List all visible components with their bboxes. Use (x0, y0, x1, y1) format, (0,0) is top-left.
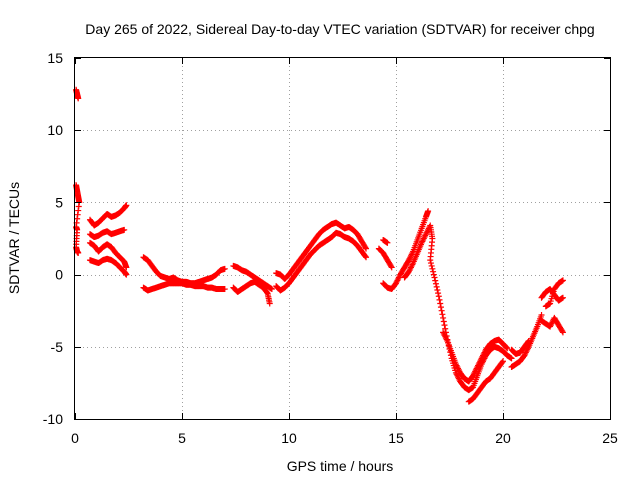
data-point-plus (434, 287, 441, 294)
y-tick-label: 5 (55, 194, 63, 210)
y-tick-label: 0 (55, 267, 63, 283)
x-axis-label: GPS time / hours (287, 458, 394, 474)
data-point-plus (430, 268, 437, 275)
data-point-plus (427, 260, 434, 267)
data-point-plus (442, 325, 449, 332)
data-point-plus (363, 254, 370, 261)
data-point-plus (428, 262, 435, 269)
data-point-plus (427, 257, 434, 264)
x-tick-label: 15 (388, 430, 404, 446)
data-point-plus (362, 253, 369, 260)
data-point-plus (429, 265, 436, 272)
data-point-plus (433, 283, 440, 290)
x-tick-labels: 0 5 10 15 20 25 (71, 430, 618, 446)
data-point-plus (435, 290, 442, 297)
data-point-plus (121, 226, 128, 233)
x-tick-label: 5 (178, 430, 186, 446)
data-point-plus (75, 249, 82, 256)
data-point-plus (263, 289, 270, 296)
data-point-plus (440, 314, 447, 321)
data-point-plus (384, 239, 391, 246)
data-point-plus (221, 265, 228, 272)
data-point-plus (436, 296, 443, 303)
data-point-plus (430, 271, 437, 278)
x-tick-label: 25 (602, 430, 618, 446)
data-point-plus (559, 329, 566, 336)
data-point-plus (504, 345, 511, 352)
data-point-plus (503, 344, 510, 351)
data-point-plus (388, 263, 395, 270)
y-tick-label: 10 (47, 122, 63, 138)
data-point-plus (123, 202, 130, 209)
data-point-plus (439, 311, 446, 318)
data-point-plus (123, 271, 130, 278)
data-point-plus (440, 318, 447, 325)
plot-frame (74, 57, 611, 420)
data-point-plus (438, 307, 445, 314)
y-tick-label: -5 (51, 339, 64, 355)
y-tick-labels: -10 -5 0 5 10 15 (43, 50, 63, 427)
x-tick-label: 10 (281, 430, 297, 446)
data-point-plus (431, 274, 438, 281)
y-tick-label: -10 (43, 411, 63, 427)
data-point-plus (437, 304, 444, 311)
data-point-plus (388, 264, 395, 271)
axis-ticks (75, 58, 611, 420)
data-point-plus (559, 328, 566, 335)
data-point-plus (75, 95, 82, 102)
data-marks (73, 86, 566, 405)
data-point-plus (525, 338, 532, 345)
data-point-plus (538, 312, 545, 319)
data-point-plus (123, 264, 130, 271)
data-point-plus (499, 359, 506, 366)
data-point-plus (268, 286, 275, 293)
x-tick-label: 20 (495, 430, 511, 446)
data-point-plus (441, 322, 448, 329)
data-point-plus (524, 338, 531, 345)
data-point-plus (435, 293, 442, 300)
data-point-plus (432, 277, 439, 284)
data-point-plus (500, 358, 506, 365)
x-tick-label: 0 (71, 430, 79, 446)
data-point-plus (437, 300, 444, 307)
data-point-plus (559, 277, 566, 284)
y-axis-label: SDTVAR / TECUs (6, 182, 22, 294)
data-point-plus (363, 245, 370, 252)
data-point-plus (221, 286, 228, 293)
data-point-plus (425, 208, 432, 215)
y-tick-label: 15 (47, 50, 63, 66)
data-point-plus (266, 300, 273, 307)
data-point-plus (508, 355, 515, 362)
chart-title: Day 265 of 2022, Sidereal Day-to-day VTE… (85, 21, 594, 37)
data-point-plus (559, 294, 566, 301)
data-point-plus (432, 280, 439, 287)
data-point-plus (362, 244, 369, 251)
